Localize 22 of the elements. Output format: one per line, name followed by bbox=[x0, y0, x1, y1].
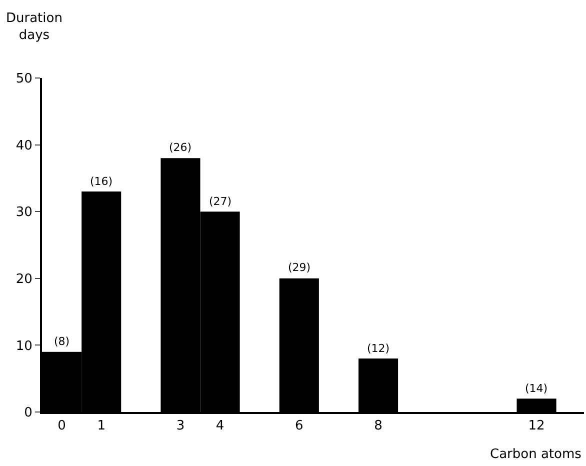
annotation: (29) bbox=[288, 261, 311, 274]
x-tick-label: 0 bbox=[58, 418, 66, 434]
y-tick-label: 30 bbox=[16, 205, 32, 220]
annotation: (8) bbox=[54, 335, 70, 348]
y-tick-label: 20 bbox=[16, 272, 32, 287]
x-tick-label: 3 bbox=[176, 418, 185, 434]
annotation: (12) bbox=[367, 342, 390, 355]
annotation: (26) bbox=[169, 141, 192, 154]
x-tick-label: 8 bbox=[374, 418, 382, 434]
annotation: (27) bbox=[209, 195, 232, 208]
y-tick-label: 50 bbox=[16, 72, 32, 87]
x-tick-label: 4 bbox=[216, 418, 224, 434]
y-tick-label: 40 bbox=[16, 138, 32, 154]
y-tick-label: 10 bbox=[16, 338, 32, 354]
annotation: (16) bbox=[90, 175, 113, 188]
x-axis-title: Carbon atoms bbox=[490, 447, 582, 462]
y-axis-title: Duration days bbox=[6, 11, 62, 43]
x-tick-label: 6 bbox=[295, 418, 304, 434]
x-tick-label: 1 bbox=[97, 418, 106, 434]
y-tick-label: 0 bbox=[24, 406, 32, 421]
annotation: (14) bbox=[525, 382, 548, 395]
x-tick-label: 12 bbox=[528, 418, 545, 434]
